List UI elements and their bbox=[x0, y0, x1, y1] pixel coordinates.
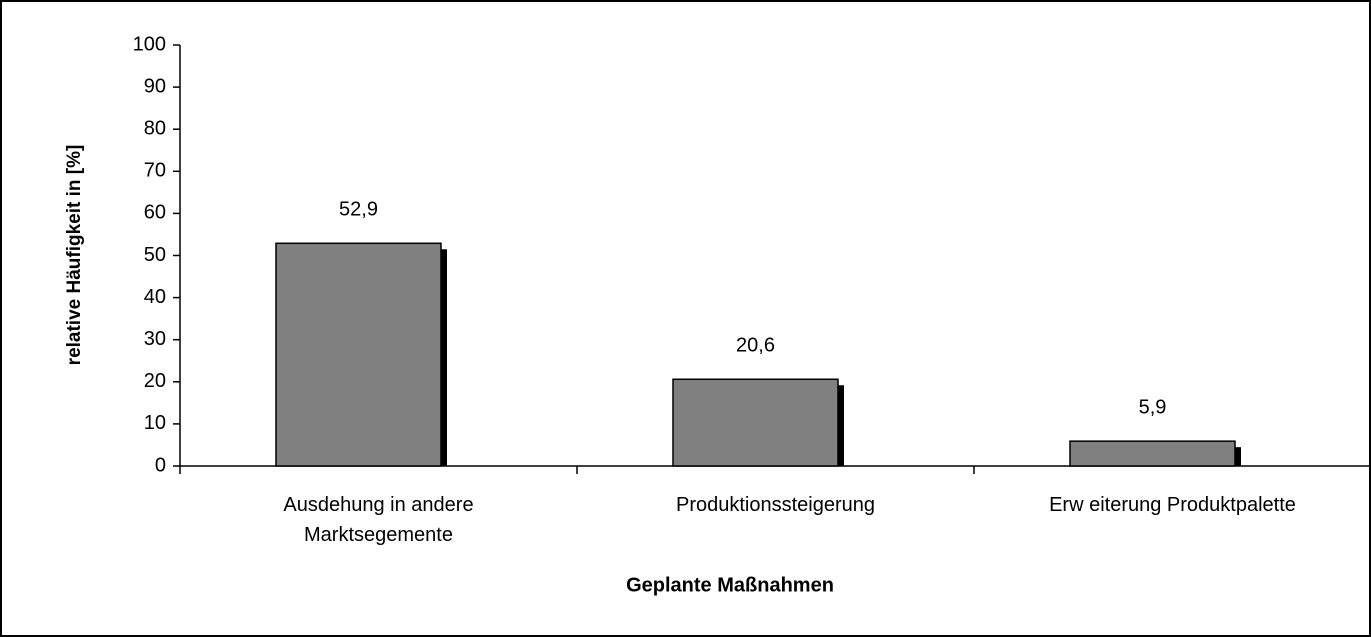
x-tick-label: Ausdehung in andere Marktsegemente bbox=[283, 494, 474, 546]
y-tick-label: 100 bbox=[133, 33, 166, 55]
y-tick-label: 60 bbox=[144, 202, 166, 224]
y-tick-label: 40 bbox=[144, 286, 166, 308]
y-tick-label: 20 bbox=[144, 370, 166, 392]
x-tick-label: Erw eiterung Produktpalette bbox=[1049, 494, 1296, 516]
y-axis-label: relative Häufigkeit in [%] bbox=[64, 145, 85, 366]
y-tick-label: 90 bbox=[144, 75, 166, 97]
x-axis-label: Geplante Maßnahmen bbox=[626, 574, 834, 596]
value-label: 52,9 bbox=[339, 199, 378, 221]
y-tick-label: 80 bbox=[144, 117, 166, 139]
y-tick-label: 70 bbox=[144, 160, 166, 182]
bar bbox=[1069, 440, 1236, 467]
x-tick-label: Produktionssteigerung bbox=[675, 494, 875, 516]
bar bbox=[275, 242, 442, 467]
value-label: 20,6 bbox=[736, 335, 775, 357]
y-tick-label: 50 bbox=[144, 244, 166, 266]
y-tick-label: 10 bbox=[144, 412, 166, 434]
y-tick-label: 30 bbox=[144, 328, 166, 350]
bar bbox=[672, 378, 839, 467]
value-label: 5,9 bbox=[1139, 396, 1167, 418]
y-tick-label: 0 bbox=[155, 454, 166, 476]
